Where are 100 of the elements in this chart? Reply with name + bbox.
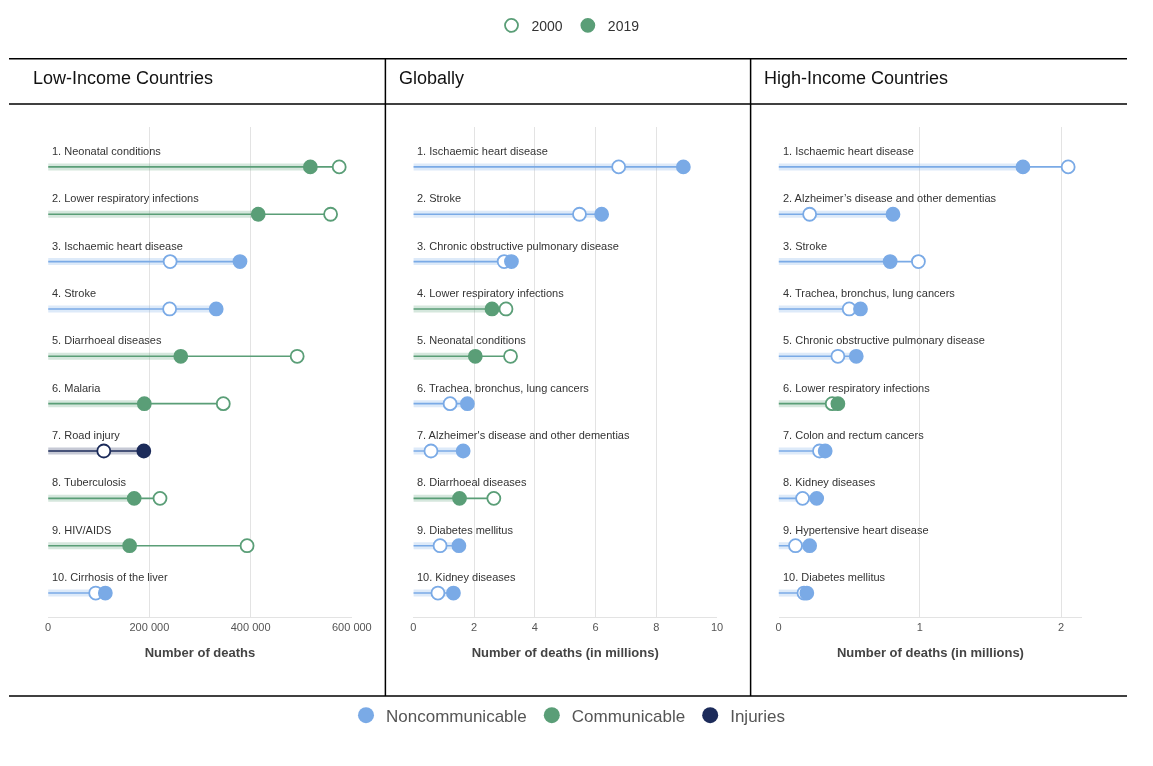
point — [136, 443, 152, 459]
point — [452, 490, 467, 506]
y-tick-label: 7. Alzheimer's disease and other dementias — [417, 429, 630, 441]
chart-title: Low-Income Countries — [33, 68, 214, 88]
y-tick-label: 9. HIV/AIDS — [52, 524, 112, 536]
y-tick-label: 10. Diabetes mellitus — [783, 571, 886, 583]
y-tick-label: 2. Stroke — [417, 192, 462, 204]
legend-label: 2019 — [607, 17, 640, 34]
y-tick-label: 7. Road injury — [52, 429, 121, 441]
point — [802, 538, 818, 554]
y-tick-label: 6. Trachea, bronchus, lung cancers — [417, 382, 590, 394]
y-tick-label: 4. Lower respiratory infections — [417, 287, 565, 299]
point — [1015, 159, 1031, 175]
y-tick-label: 8. Diarrhoeal diseases — [417, 476, 527, 488]
y-tick-label: 5. Neonatal conditions — [417, 334, 527, 346]
x-tick-label: 600 000 — [331, 620, 372, 633]
legend-label: 2000 — [531, 17, 563, 34]
point — [215, 396, 231, 412]
point — [484, 301, 500, 317]
point — [208, 301, 224, 317]
point — [486, 490, 502, 506]
point — [460, 396, 475, 412]
chart-title: Globally — [399, 68, 465, 88]
point — [302, 159, 318, 175]
x-tick-label: 6 — [592, 620, 599, 633]
point — [572, 206, 587, 222]
point — [788, 538, 803, 554]
point — [122, 538, 138, 554]
y-tick-label: 10. Kidney diseases — [417, 571, 516, 583]
category-label: Noncommunicable — [386, 706, 527, 726]
y-tick-label: 2. Lower respiratory infections — [52, 192, 200, 204]
point — [250, 206, 266, 222]
x-tick-label: 4 — [531, 620, 538, 633]
chart-title: High-Income Countries — [764, 68, 949, 88]
y-tick-label: 5. Diarrhoeal diseases — [52, 334, 162, 346]
point — [503, 348, 518, 364]
point — [885, 206, 901, 222]
point — [882, 254, 898, 269]
y-tick-label: 2. Alzheimer’s disease and other dementias — [783, 192, 997, 204]
point — [594, 206, 610, 222]
x-tick-label: 0 — [45, 620, 52, 633]
x-tick-label: 200 000 — [129, 620, 170, 633]
point — [232, 254, 248, 269]
point — [853, 301, 868, 317]
x-axis-title: Number of deaths (in millions) — [836, 644, 1024, 660]
y-tick-label: 1. Neonatal conditions — [52, 145, 162, 157]
point — [611, 159, 627, 175]
y-tick-label: 8. Tuberculosis — [52, 476, 127, 488]
x-tick-label: 2 — [1058, 620, 1065, 633]
x-tick-label: 10 — [710, 620, 724, 633]
y-tick-label: 6. Lower respiratory infections — [783, 382, 931, 394]
point — [97, 585, 113, 601]
x-axis-title: Number of deaths — [144, 644, 256, 660]
point — [848, 348, 864, 364]
point — [451, 538, 467, 554]
point — [323, 206, 338, 222]
point — [239, 538, 255, 554]
point — [173, 348, 189, 364]
point — [331, 159, 347, 175]
y-tick-label: 6. Malaria — [52, 382, 102, 394]
point — [136, 396, 152, 412]
category-label: Injuries — [730, 706, 785, 726]
y-tick-label: 8. Kidney diseases — [783, 476, 876, 488]
point — [162, 301, 178, 317]
y-tick-label: 3. Chronic obstructive pulmonary disease — [417, 240, 619, 252]
x-tick-label: 8 — [653, 620, 660, 633]
point — [830, 348, 846, 364]
point — [162, 254, 178, 269]
y-tick-label: 9. Diabetes mellitus — [417, 524, 514, 536]
point — [504, 254, 519, 269]
y-tick-label: 7. Colon and rectum cancers — [783, 429, 925, 441]
y-tick-label: 9. Hypertensive heart disease — [783, 524, 929, 536]
point — [152, 490, 168, 506]
x-tick-label: 0 — [775, 620, 782, 633]
point — [911, 254, 926, 269]
point — [675, 159, 691, 175]
point — [423, 443, 439, 459]
point — [467, 348, 483, 364]
point — [817, 443, 833, 459]
point — [289, 348, 305, 364]
point — [830, 396, 846, 412]
point — [442, 396, 458, 412]
x-tick-label: 2 — [471, 620, 478, 633]
y-tick-label: 4. Stroke — [52, 287, 97, 299]
point — [432, 538, 448, 554]
x-tick-label: 0 — [410, 620, 417, 633]
point — [1060, 159, 1076, 175]
point — [498, 301, 514, 317]
x-axis-title: Number of deaths (in millions) — [471, 644, 659, 660]
point — [795, 490, 810, 506]
point — [809, 490, 825, 506]
y-tick-label: 3. Ischaemic heart disease — [52, 240, 183, 252]
y-tick-label: 10. Cirrhosis of the liver — [52, 571, 168, 583]
x-tick-label: 400 000 — [230, 620, 271, 633]
point — [455, 443, 471, 459]
y-tick-label: 3. Stroke — [783, 240, 828, 252]
point — [446, 585, 461, 601]
y-tick-label: 5. Chronic obstructive pulmonary disease — [783, 334, 985, 346]
y-tick-label: 1. Ischaemic heart disease — [417, 145, 548, 157]
category-label: Communicable — [571, 706, 686, 726]
